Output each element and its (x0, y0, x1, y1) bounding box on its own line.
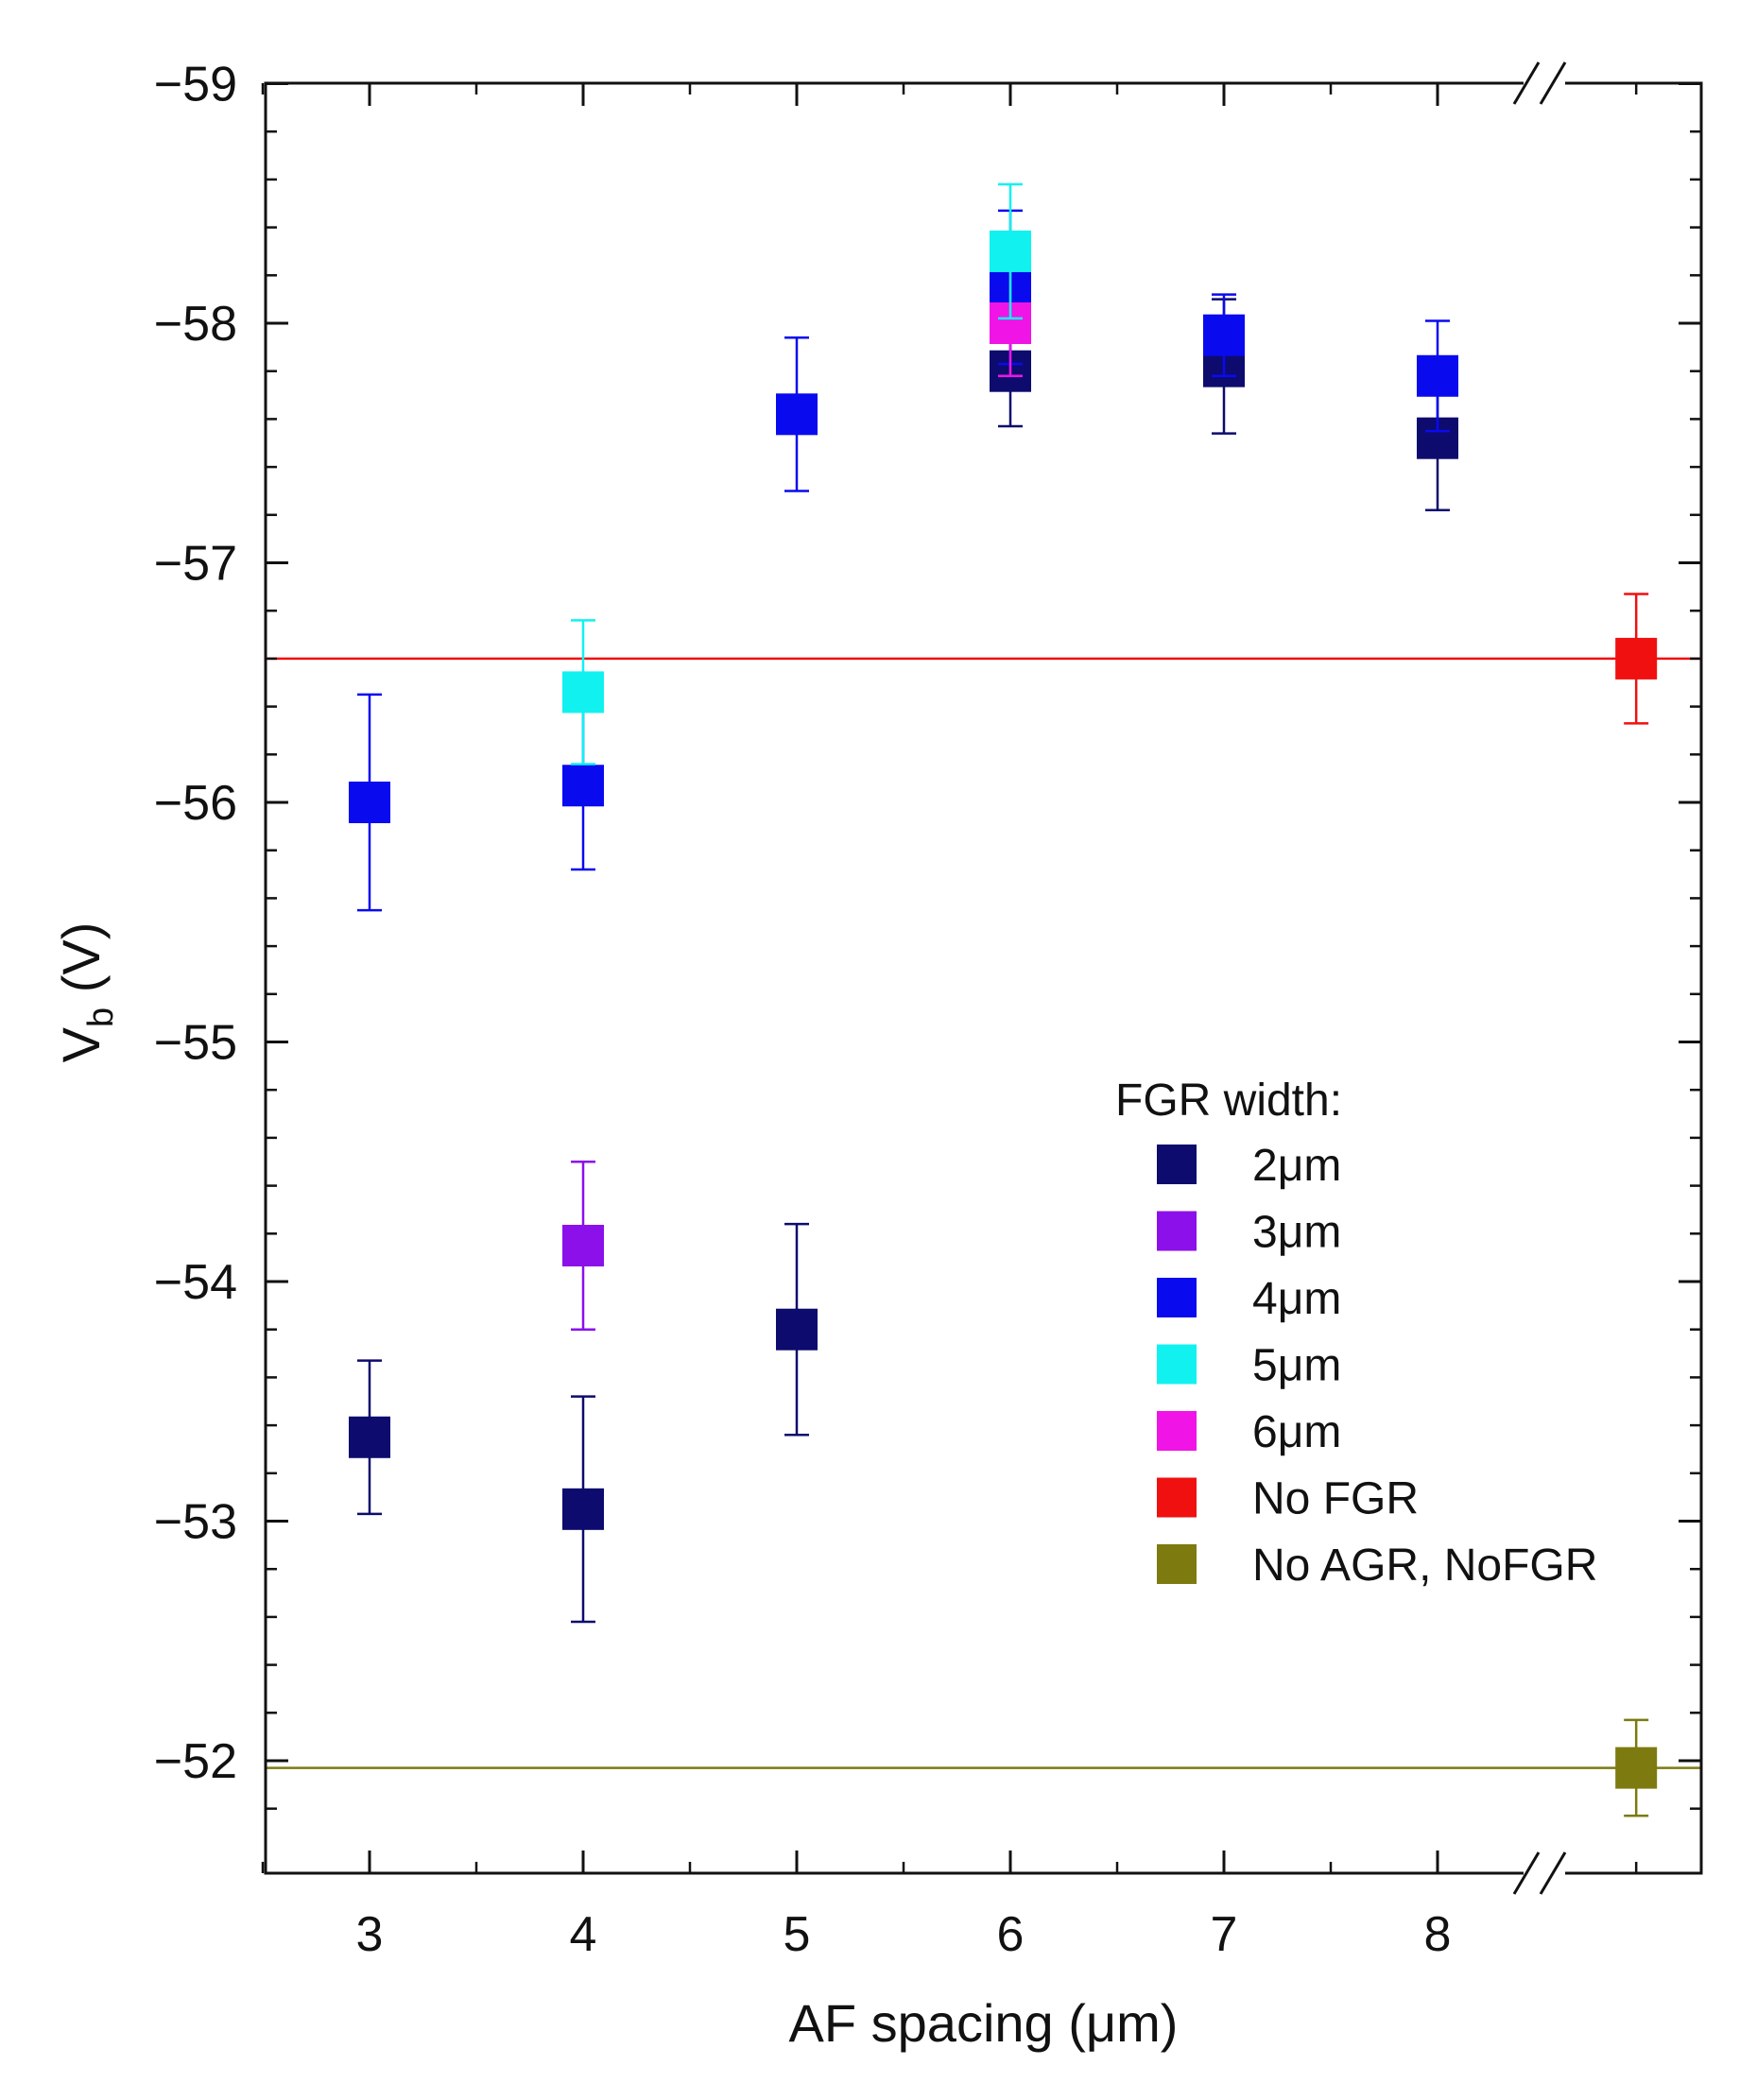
legend-swatch (1157, 1145, 1197, 1184)
axis-break-slash (1539, 1851, 1567, 1895)
y-tick-label: −54 (154, 1255, 237, 1310)
data-point (1615, 637, 1658, 680)
plot-frame (264, 81, 1703, 1875)
y-axis-title: Vb (V) (51, 922, 121, 1063)
legend-swatch (1157, 1411, 1197, 1451)
data-point (1417, 354, 1458, 397)
legend-swatch (1157, 1278, 1197, 1317)
data-point (562, 1224, 604, 1266)
legend-swatch (1157, 1211, 1197, 1251)
axis-ticks (261, 82, 1701, 1873)
axis-break-slash (1512, 1851, 1541, 1895)
legend-label: 2μm (1252, 1141, 1341, 1191)
legend-swatch (1157, 1477, 1197, 1518)
y-axis-title-subscript: b (81, 1007, 121, 1027)
data-point (776, 393, 818, 436)
y-tick-label: −52 (154, 1734, 237, 1789)
legend-swatch (1157, 1344, 1197, 1385)
data-point (562, 1488, 604, 1530)
legend-label: No FGR (1252, 1474, 1419, 1524)
data-point (562, 765, 604, 807)
y-tick-label: −58 (154, 297, 237, 352)
x-tick-labels: 3 4 5 6 7 8 (356, 1907, 1452, 1962)
reference-lines (266, 657, 1701, 1769)
y-axis-title-main: V (51, 1026, 111, 1062)
legend-label: No AGR, NoFGR (1252, 1541, 1597, 1591)
axis-break-slash (1512, 61, 1541, 105)
legend-label: 5μm (1252, 1341, 1341, 1391)
legend-label: 3μm (1252, 1208, 1341, 1258)
data-point (990, 230, 1031, 272)
axis-break-slash (1539, 61, 1567, 105)
y-axis-title-unit: (V) (51, 922, 111, 1007)
y-tick-labels: −52 −53 −54 −55 −56 −57 −58 −59 (154, 58, 237, 1790)
x-tick-label: 7 (1211, 1907, 1238, 1962)
axis-break-marks (1512, 61, 1567, 1895)
y-tick-label: −59 (154, 58, 237, 112)
legend-label: 6μm (1252, 1407, 1341, 1457)
data-markers (349, 182, 1658, 1817)
data-point (349, 782, 390, 823)
legend-label: 4μm (1252, 1274, 1341, 1324)
y-tick-label: −55 (154, 1016, 237, 1071)
x-tick-label: 3 (356, 1907, 384, 1962)
x-tick-label: 4 (570, 1907, 597, 1962)
data-point (776, 1308, 818, 1351)
legend-swatch (1157, 1544, 1197, 1584)
data-point (1615, 1747, 1658, 1789)
data-point (1203, 314, 1245, 356)
x-axis-title: AF spacing (μm) (789, 1993, 1179, 2053)
y-tick-label: −56 (154, 776, 237, 831)
data-point (349, 1416, 390, 1458)
x-tick-label: 6 (997, 1907, 1025, 1962)
legend-title: FGR width: (1115, 1076, 1342, 1126)
data-point (562, 671, 604, 714)
x-tick-label: 5 (784, 1907, 811, 1962)
y-tick-label: −53 (154, 1495, 237, 1550)
x-tick-label: 8 (1424, 1907, 1452, 1962)
legend: FGR width: 2μm 3μm 4μm 5μm 6μm No FGR No AGR, … (1115, 1076, 1597, 1591)
y-tick-label: −57 (154, 537, 237, 592)
